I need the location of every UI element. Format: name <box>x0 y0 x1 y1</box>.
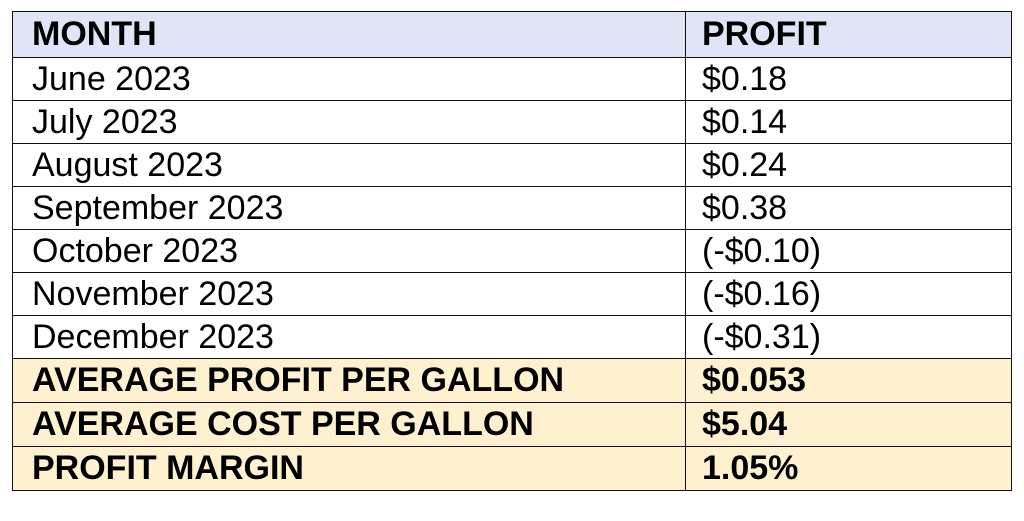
summary-value: 1.05% <box>685 446 1012 491</box>
table-row: July 2023 $0.14 <box>12 100 1012 144</box>
table-row: June 2023 $0.18 <box>12 57 1012 101</box>
month-cell: June 2023 <box>12 57 686 101</box>
table-row: December 2023 (-$0.31) <box>12 315 1012 359</box>
summary-label: PROFIT MARGIN <box>12 446 686 491</box>
profit-cell: (-$0.16) <box>685 272 1012 316</box>
table-row: August 2023 $0.24 <box>12 143 1012 187</box>
table-row: September 2023 $0.38 <box>12 186 1012 230</box>
column-header-profit: PROFIT <box>685 11 1012 58</box>
month-cell: November 2023 <box>12 272 686 316</box>
column-header-month: MONTH <box>12 11 686 58</box>
summary-label: AVERAGE COST PER GALLON <box>12 402 686 447</box>
table-row: November 2023 (-$0.16) <box>12 272 1012 316</box>
profit-table-container: MONTH PROFIT June 2023 $0.18 July 2023 $… <box>12 11 1012 491</box>
profit-cell: (-$0.31) <box>685 315 1012 359</box>
month-cell: September 2023 <box>12 186 686 230</box>
summary-value: $0.053 <box>685 358 1012 403</box>
summary-row-profit-margin: PROFIT MARGIN 1.05% <box>12 446 1012 491</box>
month-cell: July 2023 <box>12 100 686 144</box>
month-cell: October 2023 <box>12 229 686 273</box>
summary-label: AVERAGE PROFIT PER GALLON <box>12 358 686 403</box>
month-cell: December 2023 <box>12 315 686 359</box>
profit-cell: $0.14 <box>685 100 1012 144</box>
profit-table: MONTH PROFIT June 2023 $0.18 July 2023 $… <box>12 11 1012 491</box>
summary-value: $5.04 <box>685 402 1012 447</box>
month-cell: August 2023 <box>12 143 686 187</box>
table-header-row: MONTH PROFIT <box>12 11 1012 58</box>
summary-row-average-profit: AVERAGE PROFIT PER GALLON $0.053 <box>12 358 1012 403</box>
table-row: October 2023 (-$0.10) <box>12 229 1012 273</box>
profit-cell: (-$0.10) <box>685 229 1012 273</box>
summary-row-average-cost: AVERAGE COST PER GALLON $5.04 <box>12 402 1012 447</box>
profit-cell: $0.38 <box>685 186 1012 230</box>
profit-cell: $0.18 <box>685 57 1012 101</box>
profit-cell: $0.24 <box>685 143 1012 187</box>
